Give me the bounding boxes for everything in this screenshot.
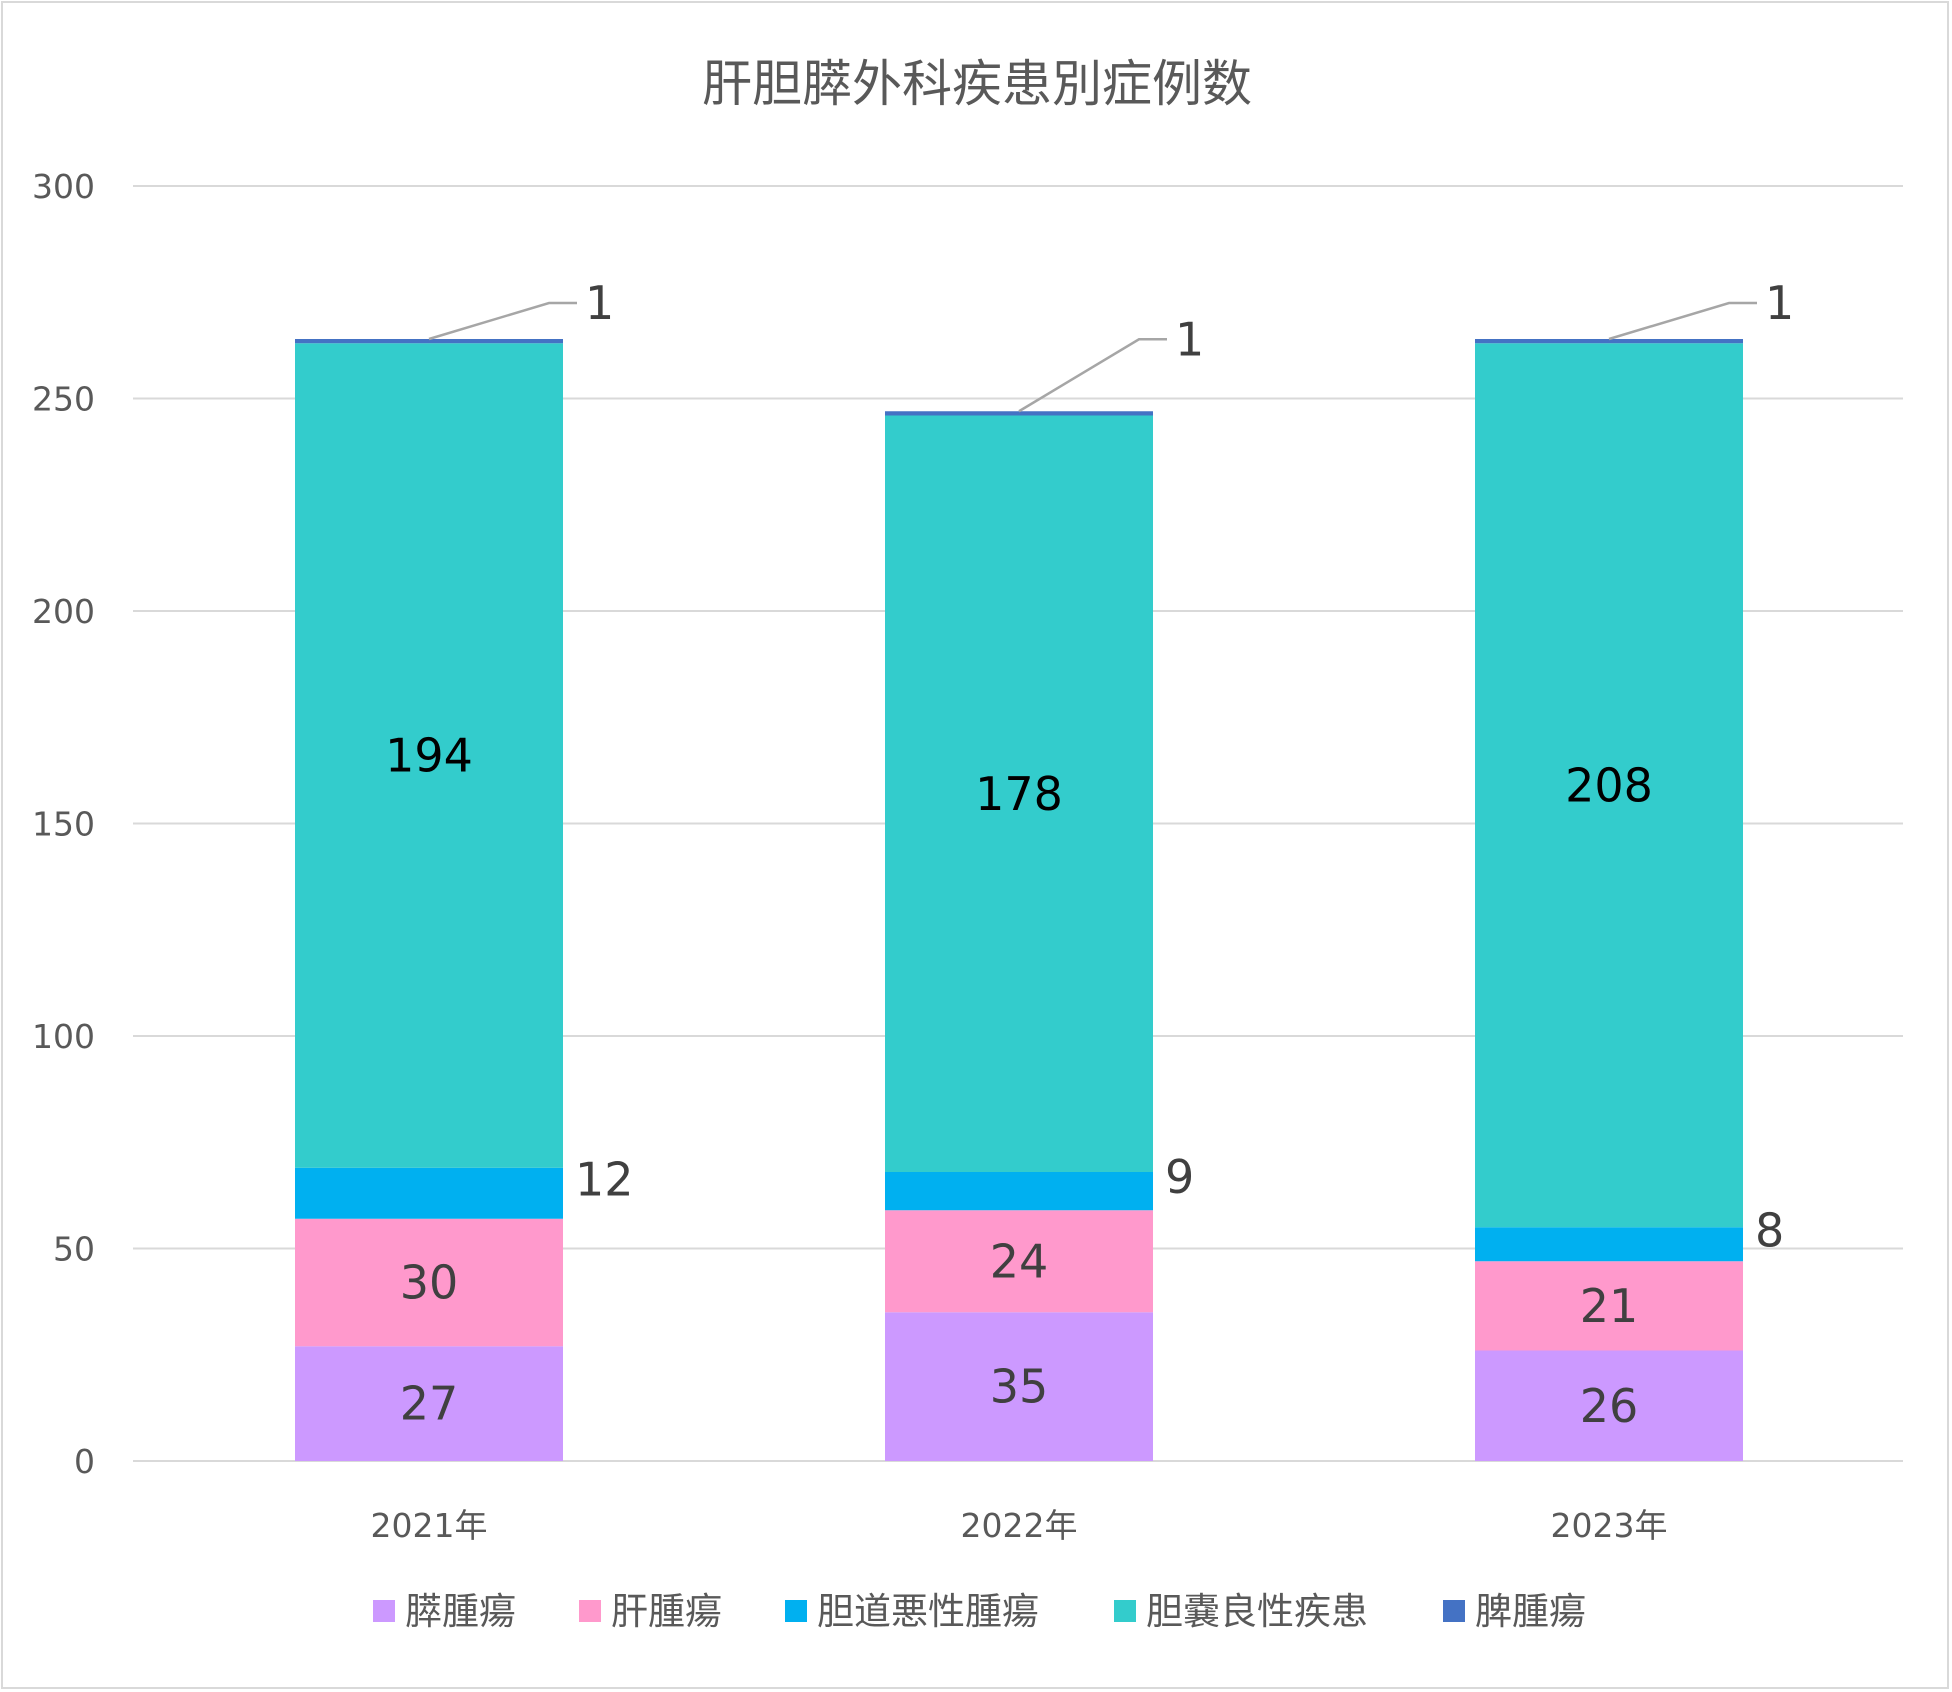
legend-label: 胆嚢良性疾患 (1146, 1590, 1368, 1633)
y-tick-label: 300 (32, 167, 95, 206)
bar-segment (1475, 1261, 1743, 1351)
bars (295, 339, 1743, 1461)
bar-segment (295, 339, 563, 344)
data-label: 24 (990, 1234, 1049, 1288)
y-axis-ticks: 0 50 100 150 200 250 300 (32, 167, 95, 1481)
bar-segment (1475, 1227, 1743, 1262)
bar-segment (1475, 343, 1743, 1228)
legend-swatch (1443, 1600, 1465, 1622)
data-labels: 27 30 12 194 1 35 24 9 178 1 26 21 8 208 1 (385, 276, 1794, 1433)
bar-segment (885, 1172, 1153, 1211)
data-label: 1 (1175, 312, 1204, 366)
data-label: 12 (575, 1152, 634, 1206)
data-label: 8 (1755, 1203, 1784, 1257)
legend-label: 膵腫瘍 (405, 1590, 516, 1633)
bar-segment (295, 1346, 563, 1461)
data-label: 21 (1580, 1279, 1639, 1333)
legend-swatch (785, 1600, 807, 1622)
bar-segment (885, 415, 1153, 1172)
y-tick-label: 250 (32, 380, 95, 419)
x-category-label: 2022年 (961, 1506, 1078, 1545)
leader-line (1608, 301, 1757, 341)
legend-label: 胆道悪性腫瘍 (817, 1590, 1039, 1633)
bar-segment (295, 1167, 563, 1219)
bar-segment (295, 343, 563, 1168)
bar-segment (885, 1210, 1153, 1313)
y-tick-label: 100 (32, 1017, 95, 1056)
x-category-label: 2021年 (371, 1506, 488, 1545)
data-label: 30 (400, 1256, 459, 1310)
data-label: 1 (585, 276, 614, 330)
leader-line (428, 301, 577, 341)
legend-label: 肝腫瘍 (611, 1590, 722, 1633)
bar-segment (1475, 1350, 1743, 1461)
legend-swatch (373, 1600, 395, 1622)
data-label: 194 (385, 729, 473, 783)
y-tick-label: 50 (53, 1230, 95, 1269)
bar-segment (295, 1218, 563, 1347)
y-tick-label: 200 (32, 592, 95, 631)
data-label: 35 (990, 1360, 1049, 1414)
bar-segment (885, 411, 1153, 416)
legend-swatch (579, 1600, 601, 1622)
data-label: 9 (1165, 1150, 1194, 1204)
data-label: 1 (1765, 276, 1794, 330)
y-tick-label: 0 (74, 1442, 95, 1481)
x-category-label: 2023年 (1551, 1506, 1668, 1545)
data-label: 26 (1580, 1379, 1639, 1433)
legend-label: 脾腫瘍 (1475, 1590, 1586, 1633)
data-label: 208 (1565, 758, 1653, 812)
bar-segment (1475, 339, 1743, 344)
data-label: 178 (975, 767, 1063, 821)
x-axis-categories: 2021年 2022年 2023年 (371, 1506, 1668, 1545)
chart-title: 肝胆膵外科疾患別症例数 (702, 55, 1252, 113)
stacked-bar-chart: 肝胆膵外科疾患別症例数 0 50 100 150 200 250 300 27 30 12 194… (32, 55, 1903, 1633)
y-tick-label: 150 (32, 805, 95, 844)
legend: 膵腫瘍 肝腫瘍 胆道悪性腫瘍 胆嚢良性疾患 脾腫瘍 (373, 1590, 1586, 1633)
leader-line (1018, 338, 1167, 413)
legend-swatch (1114, 1600, 1136, 1622)
bar-segment (885, 1312, 1153, 1461)
data-label: 27 (400, 1377, 459, 1431)
